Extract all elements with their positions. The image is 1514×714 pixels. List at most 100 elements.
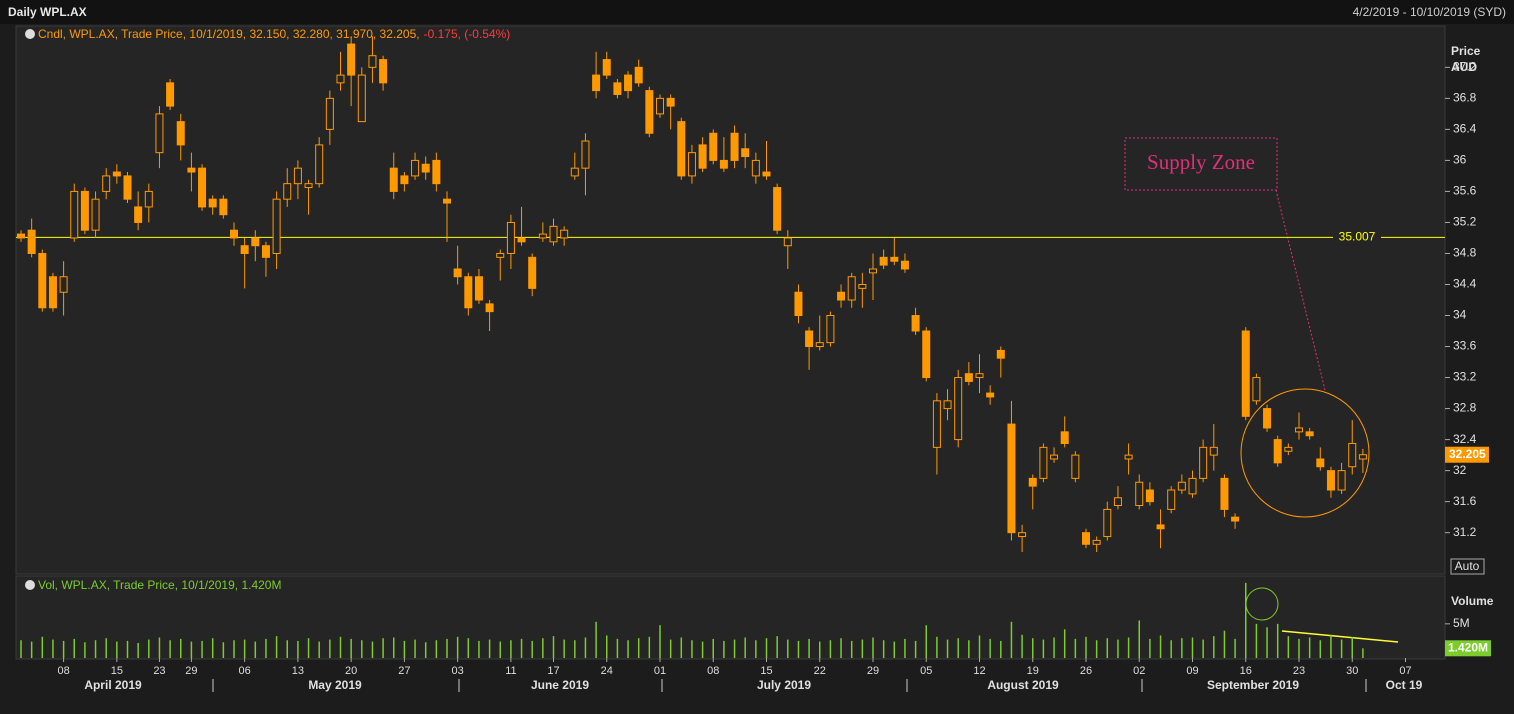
volume-axis-title: Volume xyxy=(1451,594,1494,608)
candle-body xyxy=(1199,446,1208,479)
x-tick-label: 23 xyxy=(1293,665,1305,677)
candle-body xyxy=(293,167,302,185)
candle-body xyxy=(443,198,451,204)
x-tick-label: 08 xyxy=(707,665,719,677)
candle-body xyxy=(251,237,260,247)
candle-body xyxy=(783,237,792,247)
candle-body xyxy=(1050,454,1059,460)
y-tick-label: 35.6 xyxy=(1453,184,1477,198)
candle-body xyxy=(560,229,569,239)
candle-body xyxy=(837,291,846,301)
candle-body xyxy=(1326,470,1335,491)
candle-body xyxy=(826,315,835,344)
candle-body xyxy=(17,233,25,239)
x-tick-label: 22 xyxy=(814,665,826,677)
candle-body xyxy=(304,183,313,189)
candle-body xyxy=(517,237,526,243)
x-tick-label: 26 xyxy=(1080,665,1092,677)
x-tick-label: 01 xyxy=(654,665,666,677)
chart-title: Daily WPL.AX xyxy=(8,5,87,19)
price-legend: Cndl, WPL.AX, Trade Price, 10/1/2019, 32… xyxy=(38,27,510,41)
candle-body xyxy=(272,198,281,254)
candle-body xyxy=(1018,532,1027,538)
reference-label-bg xyxy=(1333,230,1381,245)
x-tick-label: 08 xyxy=(57,665,69,677)
candle-body xyxy=(996,349,1005,359)
price-panel xyxy=(15,25,1446,575)
candle-body xyxy=(1124,454,1133,460)
highlight-circle xyxy=(1240,388,1370,518)
candle-body xyxy=(656,97,664,115)
candle-body xyxy=(208,198,217,208)
candle-body xyxy=(698,144,707,169)
candle-body xyxy=(1316,458,1325,468)
candle-body xyxy=(1209,446,1218,456)
x-tick-label: 13 xyxy=(292,665,304,677)
y-tick-label: 36.8 xyxy=(1453,91,1477,105)
candle-body xyxy=(230,229,238,239)
x-tick-label: 24 xyxy=(601,665,613,677)
candle-body xyxy=(869,268,877,274)
candle-body xyxy=(506,221,515,254)
candle-body xyxy=(347,43,356,76)
y-tick-label: 32.8 xyxy=(1453,401,1477,415)
x-tick-label: 23 xyxy=(153,665,165,677)
candle-body xyxy=(176,121,185,146)
candle-body xyxy=(240,245,249,254)
candle-body xyxy=(187,167,196,173)
candle-body xyxy=(1060,431,1069,444)
scale-mode[interactable]: Auto xyxy=(1455,559,1480,573)
y-tick-label: 34.4 xyxy=(1453,277,1477,291)
candle-body xyxy=(1177,481,1186,491)
x-tick-label: 12 xyxy=(973,665,985,677)
legend-icon xyxy=(25,29,35,39)
x-tick-label: 11 xyxy=(505,665,516,677)
candle-body xyxy=(932,400,941,448)
last-price-tag xyxy=(1445,446,1489,463)
candle-body xyxy=(890,256,899,262)
candle-body xyxy=(986,392,995,398)
y-tick-label: 34 xyxy=(1453,308,1467,322)
y-axis-title: AUD xyxy=(1451,60,1477,74)
candle-body xyxy=(730,132,739,161)
y-tick-label: 31.6 xyxy=(1453,494,1477,508)
candle-body xyxy=(1337,470,1346,491)
volume-trend-line xyxy=(1281,630,1399,643)
x-tick-label: 05 xyxy=(920,665,932,677)
header-bar xyxy=(0,0,1514,24)
annotation: Supply Zone xyxy=(1147,150,1255,174)
candle-body xyxy=(1231,516,1240,522)
candle-body xyxy=(900,260,909,270)
y-tick-label: 37.2 xyxy=(1453,60,1477,74)
x-tick-label: 29 xyxy=(867,665,879,677)
month-label: June 2019 xyxy=(531,678,589,692)
candle-body xyxy=(155,113,164,154)
candle-body xyxy=(538,233,547,239)
legend-text: Cndl, WPL.AX, Trade Price, 10/1/2019, 32… xyxy=(38,27,420,41)
last-volume-tag xyxy=(1445,640,1491,657)
month-label: Oct 19 xyxy=(1386,678,1423,692)
y-tick-label: 36 xyxy=(1453,153,1467,167)
candle-body xyxy=(1284,446,1293,452)
candle-body xyxy=(602,59,611,76)
candle-body xyxy=(762,171,771,177)
x-tick-label: 06 xyxy=(239,665,251,677)
x-tick-label: 17 xyxy=(547,665,559,677)
candle-body xyxy=(421,163,430,173)
candle-body xyxy=(80,190,89,231)
month-label: August 2019 xyxy=(987,678,1059,692)
candle-body xyxy=(112,171,121,177)
candle-body xyxy=(1113,497,1122,507)
candle-body xyxy=(815,342,824,348)
candle-body xyxy=(464,276,473,309)
candle-body xyxy=(1103,508,1112,538)
x-tick-label: 27 xyxy=(398,665,410,677)
candle-body xyxy=(166,82,175,107)
y-tick-label: 33.2 xyxy=(1453,370,1477,384)
candle-body xyxy=(27,229,36,254)
y-tick-label: 35.2 xyxy=(1453,215,1477,229)
scale-mode-box[interactable] xyxy=(1450,558,1485,575)
candle-body xyxy=(687,152,696,177)
volume-legend: Vol, WPL.AX, Trade Price, 10/1/2019, 1.4… xyxy=(38,578,281,592)
candle-body xyxy=(198,167,207,208)
